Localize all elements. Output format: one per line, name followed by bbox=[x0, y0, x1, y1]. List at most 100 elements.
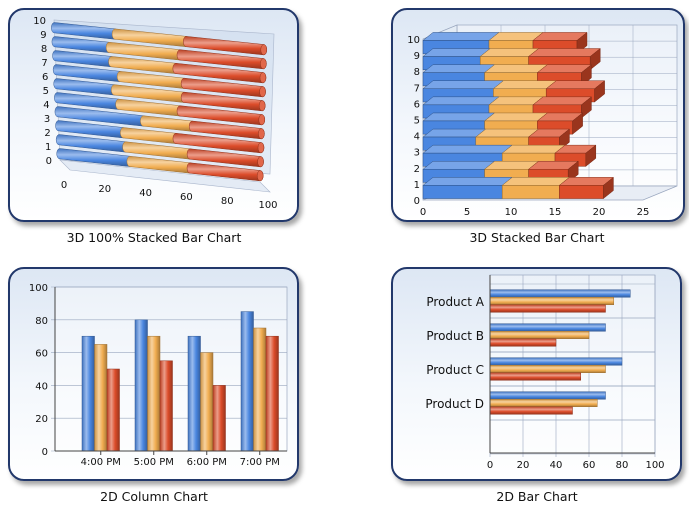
plot-floor bbox=[59, 159, 271, 193]
column-bar bbox=[253, 327, 267, 452]
x-tick-label: 100 bbox=[645, 460, 664, 471]
y-tick-label: 5 bbox=[414, 116, 420, 127]
y-tick-label: 7 bbox=[414, 83, 420, 94]
x-tick-label: 80 bbox=[616, 460, 629, 471]
y-tick-label: 6 bbox=[414, 99, 420, 110]
y-tick-label: 8 bbox=[414, 67, 420, 78]
x-tick-label: 60 bbox=[180, 192, 193, 203]
horizontal-bar bbox=[489, 297, 614, 305]
column-bar bbox=[94, 344, 108, 452]
x-tick-label: 100 bbox=[258, 200, 277, 211]
box-top bbox=[422, 48, 491, 57]
y-tick-label: 0 bbox=[42, 447, 48, 458]
box-top bbox=[483, 64, 549, 73]
y-tick-label: 6 bbox=[42, 72, 48, 83]
x-tick-label: 20 bbox=[593, 207, 606, 218]
x-tick-label: 80 bbox=[221, 196, 234, 207]
y-tick-label: 3 bbox=[44, 114, 50, 125]
x-tick-label: 5 bbox=[464, 207, 470, 218]
x-tick-label: 4:00 PM bbox=[81, 457, 121, 468]
column-bar bbox=[106, 368, 120, 452]
y-tick-label: 2 bbox=[44, 128, 50, 139]
box-top bbox=[492, 80, 557, 89]
caption-2d-bar: 2D Bar Chart bbox=[496, 489, 578, 504]
y-tick-label: 60 bbox=[35, 349, 48, 360]
y-tick-label: 0 bbox=[46, 156, 52, 167]
column-bar bbox=[212, 385, 226, 452]
box-top bbox=[422, 64, 496, 73]
box-top bbox=[422, 128, 487, 138]
horizontal-bar bbox=[489, 391, 606, 400]
box-top bbox=[527, 48, 601, 57]
horizontal-bar bbox=[489, 304, 606, 313]
y-tick-label: 10 bbox=[407, 35, 420, 46]
x-tick-label: 5:00 PM bbox=[134, 457, 174, 468]
column-bar bbox=[147, 335, 161, 452]
x-tick-label: 7:00 PM bbox=[240, 457, 280, 468]
column-bar bbox=[81, 335, 95, 452]
y-tick-label: 80 bbox=[35, 316, 48, 327]
column-bar bbox=[159, 360, 173, 452]
box-side bbox=[603, 176, 614, 200]
x-tick-label: 40 bbox=[139, 188, 152, 199]
box-side bbox=[594, 80, 605, 103]
chart-2d-bar: 0 20 40 60 80 100 Product A Product B Product C P… bbox=[425, 274, 665, 471]
horizontal-bar bbox=[489, 365, 606, 373]
horizontal-bar bbox=[489, 338, 557, 347]
y-tick-label: 0 bbox=[414, 196, 420, 207]
box-top bbox=[422, 160, 496, 170]
category-label: Product C bbox=[426, 363, 484, 377]
cylinder-cap bbox=[260, 44, 268, 56]
y-tick-label: 8 bbox=[41, 44, 47, 55]
y-tick-label: 100 bbox=[29, 283, 48, 294]
box-top bbox=[501, 144, 566, 154]
cylinder-cap bbox=[258, 128, 265, 140]
y-tick-label: 10 bbox=[33, 16, 46, 27]
box-front bbox=[501, 185, 560, 199]
category-label: Product B bbox=[426, 329, 484, 343]
category-label: Product D bbox=[425, 397, 484, 411]
box-front bbox=[559, 185, 604, 199]
y-tick-label: 4 bbox=[414, 132, 420, 143]
y-tick-label: 1 bbox=[45, 142, 51, 153]
box-top bbox=[422, 112, 496, 122]
box-top bbox=[422, 177, 513, 186]
panel-3d-100-stacked: 0 1 2 3 4 5 6 7 8 9 10 0 20 40 60 80 100 bbox=[8, 8, 299, 222]
x-tick-label: 6:00 PM bbox=[187, 457, 227, 468]
horizontal-bar bbox=[489, 289, 631, 298]
x-tick-label: 0 bbox=[487, 460, 493, 471]
horizontal-bar bbox=[489, 331, 590, 339]
y-tick-label: 40 bbox=[35, 381, 48, 392]
chart-2d-column: 0 20 40 60 80 100 4:00 PM 5:00 PM 6:00 PM 7:00 PM bbox=[29, 283, 288, 468]
panel-3d-stacked: 0 1 2 3 4 5 6 7 8 9 10 0 5 10 15 20 25 bbox=[391, 8, 685, 222]
x-tick-label: 10 bbox=[505, 207, 518, 218]
cylinder-cap bbox=[260, 58, 267, 70]
x-tick-label: 0 bbox=[420, 207, 426, 218]
y-tick-label: 9 bbox=[414, 51, 420, 62]
box-front bbox=[422, 185, 503, 199]
box-side bbox=[585, 144, 597, 167]
cylinder-cap bbox=[257, 156, 264, 168]
x-tick-label: 20 bbox=[517, 460, 530, 471]
caption-3d-stacked: 3D Stacked Bar Chart bbox=[469, 230, 605, 245]
y-tick-label: 3 bbox=[414, 148, 420, 159]
box-top bbox=[422, 144, 513, 154]
box-top bbox=[475, 128, 540, 138]
panel-2d-bar: 0 20 40 60 80 100 Product A Product B Product C P… bbox=[391, 267, 682, 481]
column-bar bbox=[200, 352, 214, 452]
x-tick-label: 25 bbox=[637, 207, 650, 218]
horizontal-bar bbox=[489, 323, 606, 332]
x-tick-label: 15 bbox=[549, 207, 562, 218]
box-top bbox=[501, 177, 571, 186]
box-top bbox=[422, 32, 500, 41]
y-tick-label: 9 bbox=[40, 30, 46, 41]
column-bar bbox=[187, 335, 201, 452]
category-label: Product A bbox=[426, 295, 484, 309]
column-bar bbox=[265, 335, 279, 452]
cylinder-cap bbox=[259, 86, 266, 98]
panel-2d-column: 0 20 40 60 80 100 4:00 PM 5:00 PM 6:00 PM 7:00 PM bbox=[8, 267, 299, 481]
y-tick-label: 2 bbox=[414, 164, 420, 175]
x-tick-label: 40 bbox=[550, 460, 563, 471]
cylinder-cap bbox=[258, 114, 266, 126]
cylinder-cap bbox=[256, 170, 264, 182]
